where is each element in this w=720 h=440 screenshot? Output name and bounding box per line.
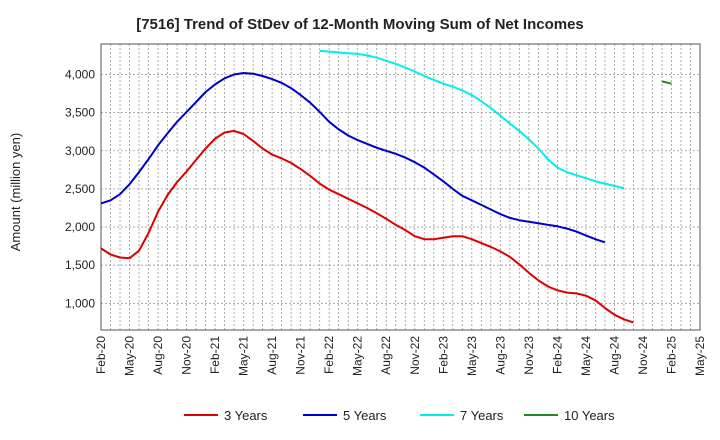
x-tick-label: Feb-20	[94, 336, 108, 374]
y-tick-label: 1,500	[65, 258, 95, 272]
x-tick-label: Aug-20	[151, 336, 165, 375]
x-tick-label: May-20	[123, 336, 137, 376]
x-tick-label: Feb-22	[322, 336, 336, 374]
series-line-3-years	[100, 129, 634, 324]
x-tick-label: Nov-24	[636, 336, 650, 375]
x-tick-label: Feb-25	[664, 336, 678, 374]
y-tick-label: 1,000	[65, 296, 95, 310]
y-axis-ticks: 1,000 1,500 2,000 2,500 3,000 3,500 4,000	[65, 68, 95, 311]
x-tick-label: Nov-22	[408, 336, 422, 375]
x-tick-label: May-24	[579, 336, 593, 376]
legend-item: 7 Years	[420, 408, 504, 423]
x-tick-label: Feb-24	[550, 336, 564, 374]
y-axis-label: Amount (million yen)	[8, 133, 23, 252]
series-line-5-years	[100, 72, 606, 244]
x-tick-label: May-25	[693, 336, 707, 376]
x-tick-label: Nov-21	[294, 336, 308, 375]
x-tick-label: Aug-22	[379, 336, 393, 375]
x-tick-label: Feb-23	[436, 336, 450, 374]
grid	[100, 44, 701, 330]
y-tick-label: 4,000	[65, 68, 95, 82]
x-tick-label: Nov-23	[522, 336, 536, 375]
chart-title: [7516] Trend of StDev of 12-Month Moving…	[136, 16, 584, 33]
x-tick-label: Aug-24	[607, 336, 621, 375]
plot-area	[100, 43, 701, 331]
x-tick-label: Nov-20	[180, 336, 194, 375]
y-tick-label: 2,000	[65, 220, 95, 234]
x-tick-label: Feb-21	[208, 336, 222, 374]
legend: 3 Years 5 Years 7 Years 10 Years	[184, 408, 615, 423]
y-tick-label: 3,000	[65, 144, 95, 158]
legend-label: 5 Years	[343, 408, 387, 423]
legend-label: 3 Years	[224, 408, 268, 423]
legend-label: 10 Years	[564, 408, 615, 423]
x-axis-ticks: Feb-20 May-20 Aug-20 Nov-20 Feb-21 May-21 Aug-…	[94, 336, 707, 376]
legend-label: 7 Years	[460, 408, 504, 423]
y-tick-label: 2,500	[65, 182, 95, 196]
legend-item: 10 Years	[524, 408, 615, 423]
legend-item: 5 Years	[303, 408, 387, 423]
x-tick-label: May-21	[237, 336, 251, 376]
x-tick-label: Aug-21	[265, 336, 279, 375]
x-tick-label: May-22	[351, 336, 365, 376]
series-line-7-years	[319, 49, 625, 190]
series-line-10-years	[661, 80, 672, 85]
x-tick-label: Aug-23	[493, 336, 507, 375]
x-tick-label: May-23	[465, 336, 479, 376]
legend-item: 3 Years	[184, 408, 268, 423]
y-tick-label: 3,500	[65, 106, 95, 120]
series-layer	[100, 49, 672, 324]
